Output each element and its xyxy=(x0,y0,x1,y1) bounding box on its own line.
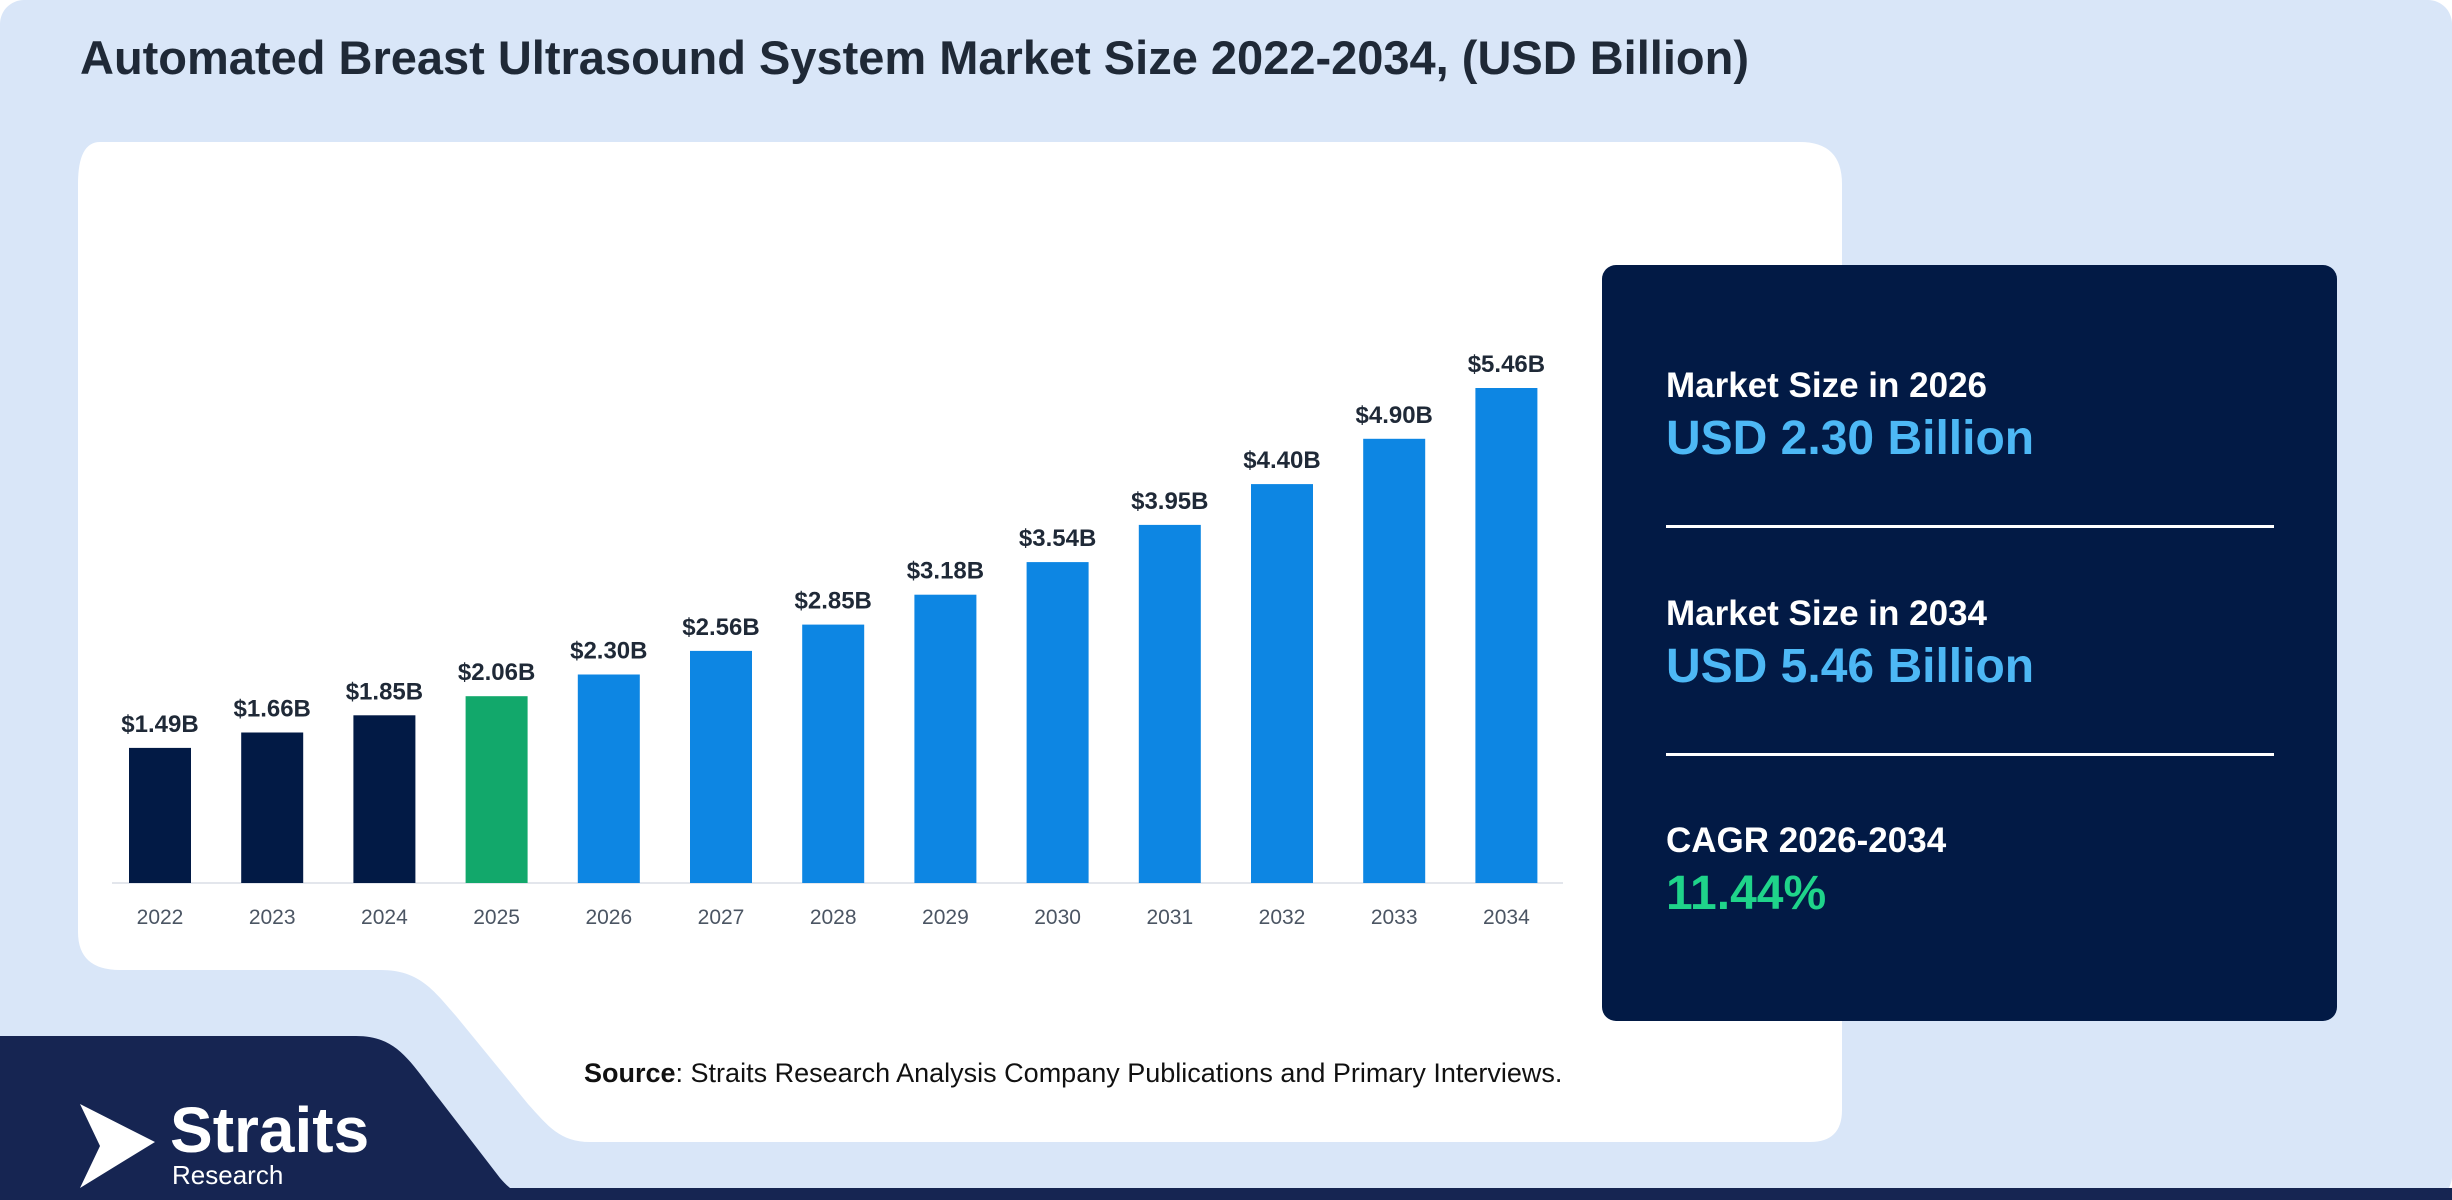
page-title: Automated Breast Ultrasound System Marke… xyxy=(80,31,1749,84)
bottom-strip xyxy=(0,1188,2452,1200)
data-label-2024: $1.85B xyxy=(346,678,423,705)
info-divider xyxy=(1666,525,2274,528)
data-label-2029: $3.18B xyxy=(907,558,984,585)
x-tick-label-2028: 2028 xyxy=(810,906,857,929)
source-text: : Straits Research Analysis Company Publ… xyxy=(675,1058,1563,1088)
logo-arrow-icon xyxy=(80,1104,155,1188)
x-tick-label-2033: 2033 xyxy=(1371,906,1418,929)
x-tick-label-2031: 2031 xyxy=(1146,906,1193,929)
data-label-2025: $2.06B xyxy=(458,659,535,686)
x-tick-label-2034: 2034 xyxy=(1483,906,1530,929)
bar-2032 xyxy=(1251,484,1313,883)
bar-2024 xyxy=(353,715,416,883)
x-tick-label-2029: 2029 xyxy=(922,906,969,929)
bar-2033 xyxy=(1363,438,1426,883)
bar-2022 xyxy=(129,747,191,883)
cagr-label: CAGR 2026-2034 xyxy=(1666,821,1947,860)
bar-2028 xyxy=(802,624,865,883)
bar-2031 xyxy=(1138,524,1201,883)
info-divider xyxy=(1666,753,2274,756)
market-size-2034-label: Market Size in 2034 xyxy=(1666,594,1987,633)
cagr-value: 11.44% xyxy=(1666,867,1827,920)
bar-2023 xyxy=(241,732,304,883)
straits-logo-mark xyxy=(80,1104,155,1188)
bar-2026 xyxy=(577,674,640,883)
data-label-2034: $5.46B xyxy=(1468,351,1545,378)
market-size-2026-label: Market Size in 2026 xyxy=(1666,366,1987,405)
data-label-2027: $2.56B xyxy=(682,614,759,641)
bar-2027 xyxy=(690,650,752,883)
logo-subtitle: Research xyxy=(172,1160,284,1190)
market-summary-panel: Market Size in 2026 USD 2.30 Billion Mar… xyxy=(1602,265,2337,1021)
x-tick-label-2025: 2025 xyxy=(473,906,520,929)
x-tick-label-2023: 2023 xyxy=(249,906,296,929)
bar-2030 xyxy=(1026,562,1089,883)
data-label-2030: $3.54B xyxy=(1019,525,1096,552)
data-label-2028: $2.85B xyxy=(795,588,872,615)
x-tick-label-2030: 2030 xyxy=(1034,906,1081,929)
data-label-2026: $2.30B xyxy=(570,638,647,665)
bar-2034 xyxy=(1475,388,1538,883)
bar-chart: $1.49B 2022 $1.66B 2023 $1.85B 2024 $2.06B 2025… xyxy=(112,351,1563,929)
x-tick-label-2024: 2024 xyxy=(361,906,408,929)
bottom-band xyxy=(0,1036,548,1200)
logo-name: Straits xyxy=(170,1094,370,1166)
x-tick-label-2032: 2032 xyxy=(1259,906,1306,929)
market-size-2026-value: USD 2.30 Billion xyxy=(1666,412,2035,465)
bar-2025 xyxy=(465,696,528,883)
source-note: Source: Straits Research Analysis Compan… xyxy=(584,1058,1562,1089)
data-label-2031: $3.95B xyxy=(1131,488,1208,515)
x-tick-label-2022: 2022 xyxy=(137,906,184,929)
source-prefix: Source xyxy=(584,1058,676,1088)
data-label-2022: $1.49B xyxy=(121,711,198,738)
data-label-2033: $4.90B xyxy=(1356,402,1433,429)
bar-2029 xyxy=(914,594,977,883)
x-tick-label-2027: 2027 xyxy=(698,906,745,929)
data-label-2023: $1.66B xyxy=(234,696,311,723)
market-size-2034-value: USD 5.46 Billion xyxy=(1666,640,2035,693)
x-tick-label-2026: 2026 xyxy=(585,906,632,929)
data-label-2032: $4.40B xyxy=(1243,447,1320,474)
